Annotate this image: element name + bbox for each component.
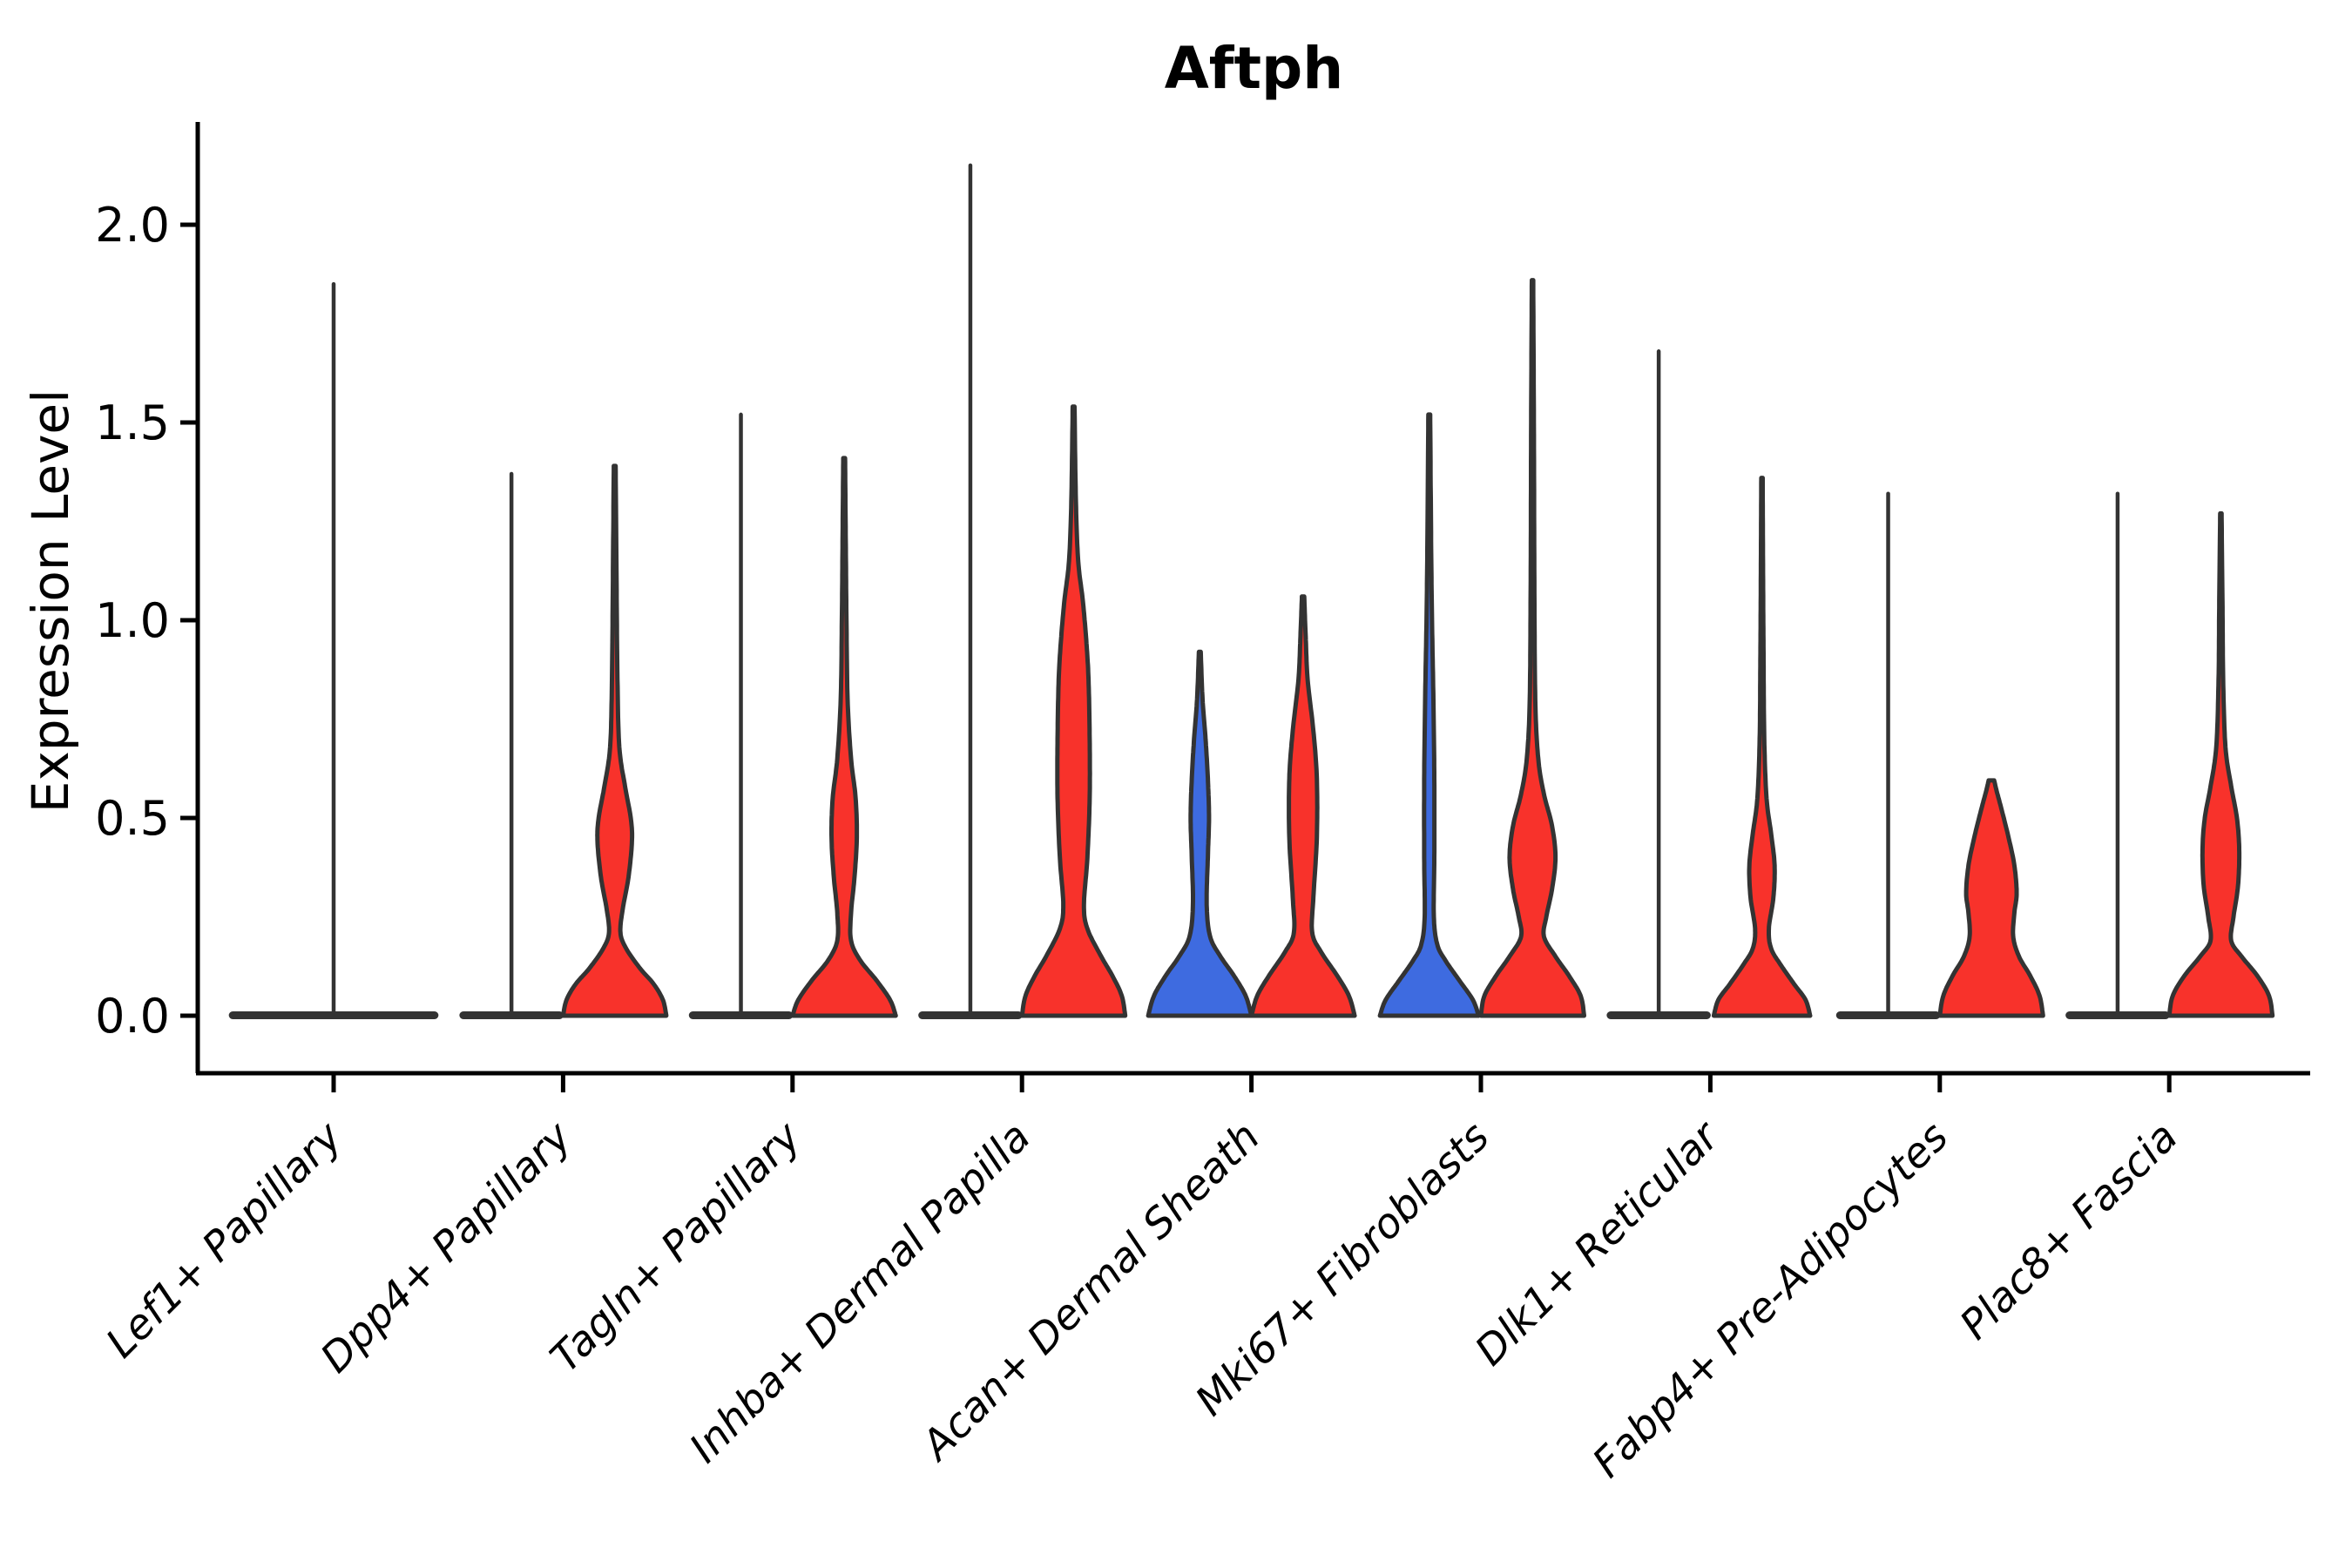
violin-plac8-fascia-right — [2166, 510, 2275, 1018]
violin-mki67-fibroblasts-right — [1478, 278, 1586, 1018]
y-tick-label: 1.0 — [95, 593, 170, 648]
violin-dlk1-reticular-right — [1711, 476, 1813, 1018]
violin-dlk1-reticular-left-base — [1606, 1011, 1711, 1019]
x-tick-label-dpp4-papillary: Dpp4+ Papillary — [312, 1112, 582, 1382]
y-tick-label: 1.5 — [95, 395, 170, 450]
violin-inhba-dermal-papilla-right — [1019, 404, 1128, 1018]
violin-inhba-dermal-papilla-left-base — [918, 1011, 1023, 1019]
violin-mki67-fibroblasts-left — [1377, 412, 1481, 1018]
page-title: Aftph — [1164, 35, 1344, 102]
x-tick-label-tagln-papillary: Tagln+ Papillary — [542, 1112, 812, 1382]
x-tick-label-plac8-fascia: Plac8+ Fascia — [1951, 1113, 2187, 1349]
y-tick-label: 0.5 — [95, 791, 170, 846]
x-tick-label-dlk1-reticular: Dlk1+ Reticular — [1466, 1112, 1730, 1375]
violin-tagln-papillary-right — [790, 456, 898, 1018]
y-tick-label: 2.0 — [95, 198, 170, 253]
violin-tagln-papillary-left-base — [688, 1011, 794, 1019]
violin-lef1-papillary-single-base — [228, 1011, 439, 1019]
violin-dpp4-papillary-right — [560, 463, 669, 1018]
violin-dpp4-papillary-left-base — [459, 1011, 564, 1019]
violin-fabp4-pre-adipocytes-right — [1937, 778, 2045, 1018]
x-tick-label-lef1-papillary: Lef1+ Papillary — [97, 1112, 352, 1368]
y-tick-label: 0.0 — [95, 989, 170, 1044]
violin-plac8-fascia-left-base — [2065, 1011, 2170, 1019]
violin-acan-dermal-sheath-left — [1146, 649, 1254, 1018]
violin-acan-dermal-sheath-right — [1249, 594, 1357, 1018]
violin-fabp4-pre-adipocytes-left-base — [1835, 1011, 1941, 1019]
y-axis-label: Expression Level — [21, 389, 80, 814]
